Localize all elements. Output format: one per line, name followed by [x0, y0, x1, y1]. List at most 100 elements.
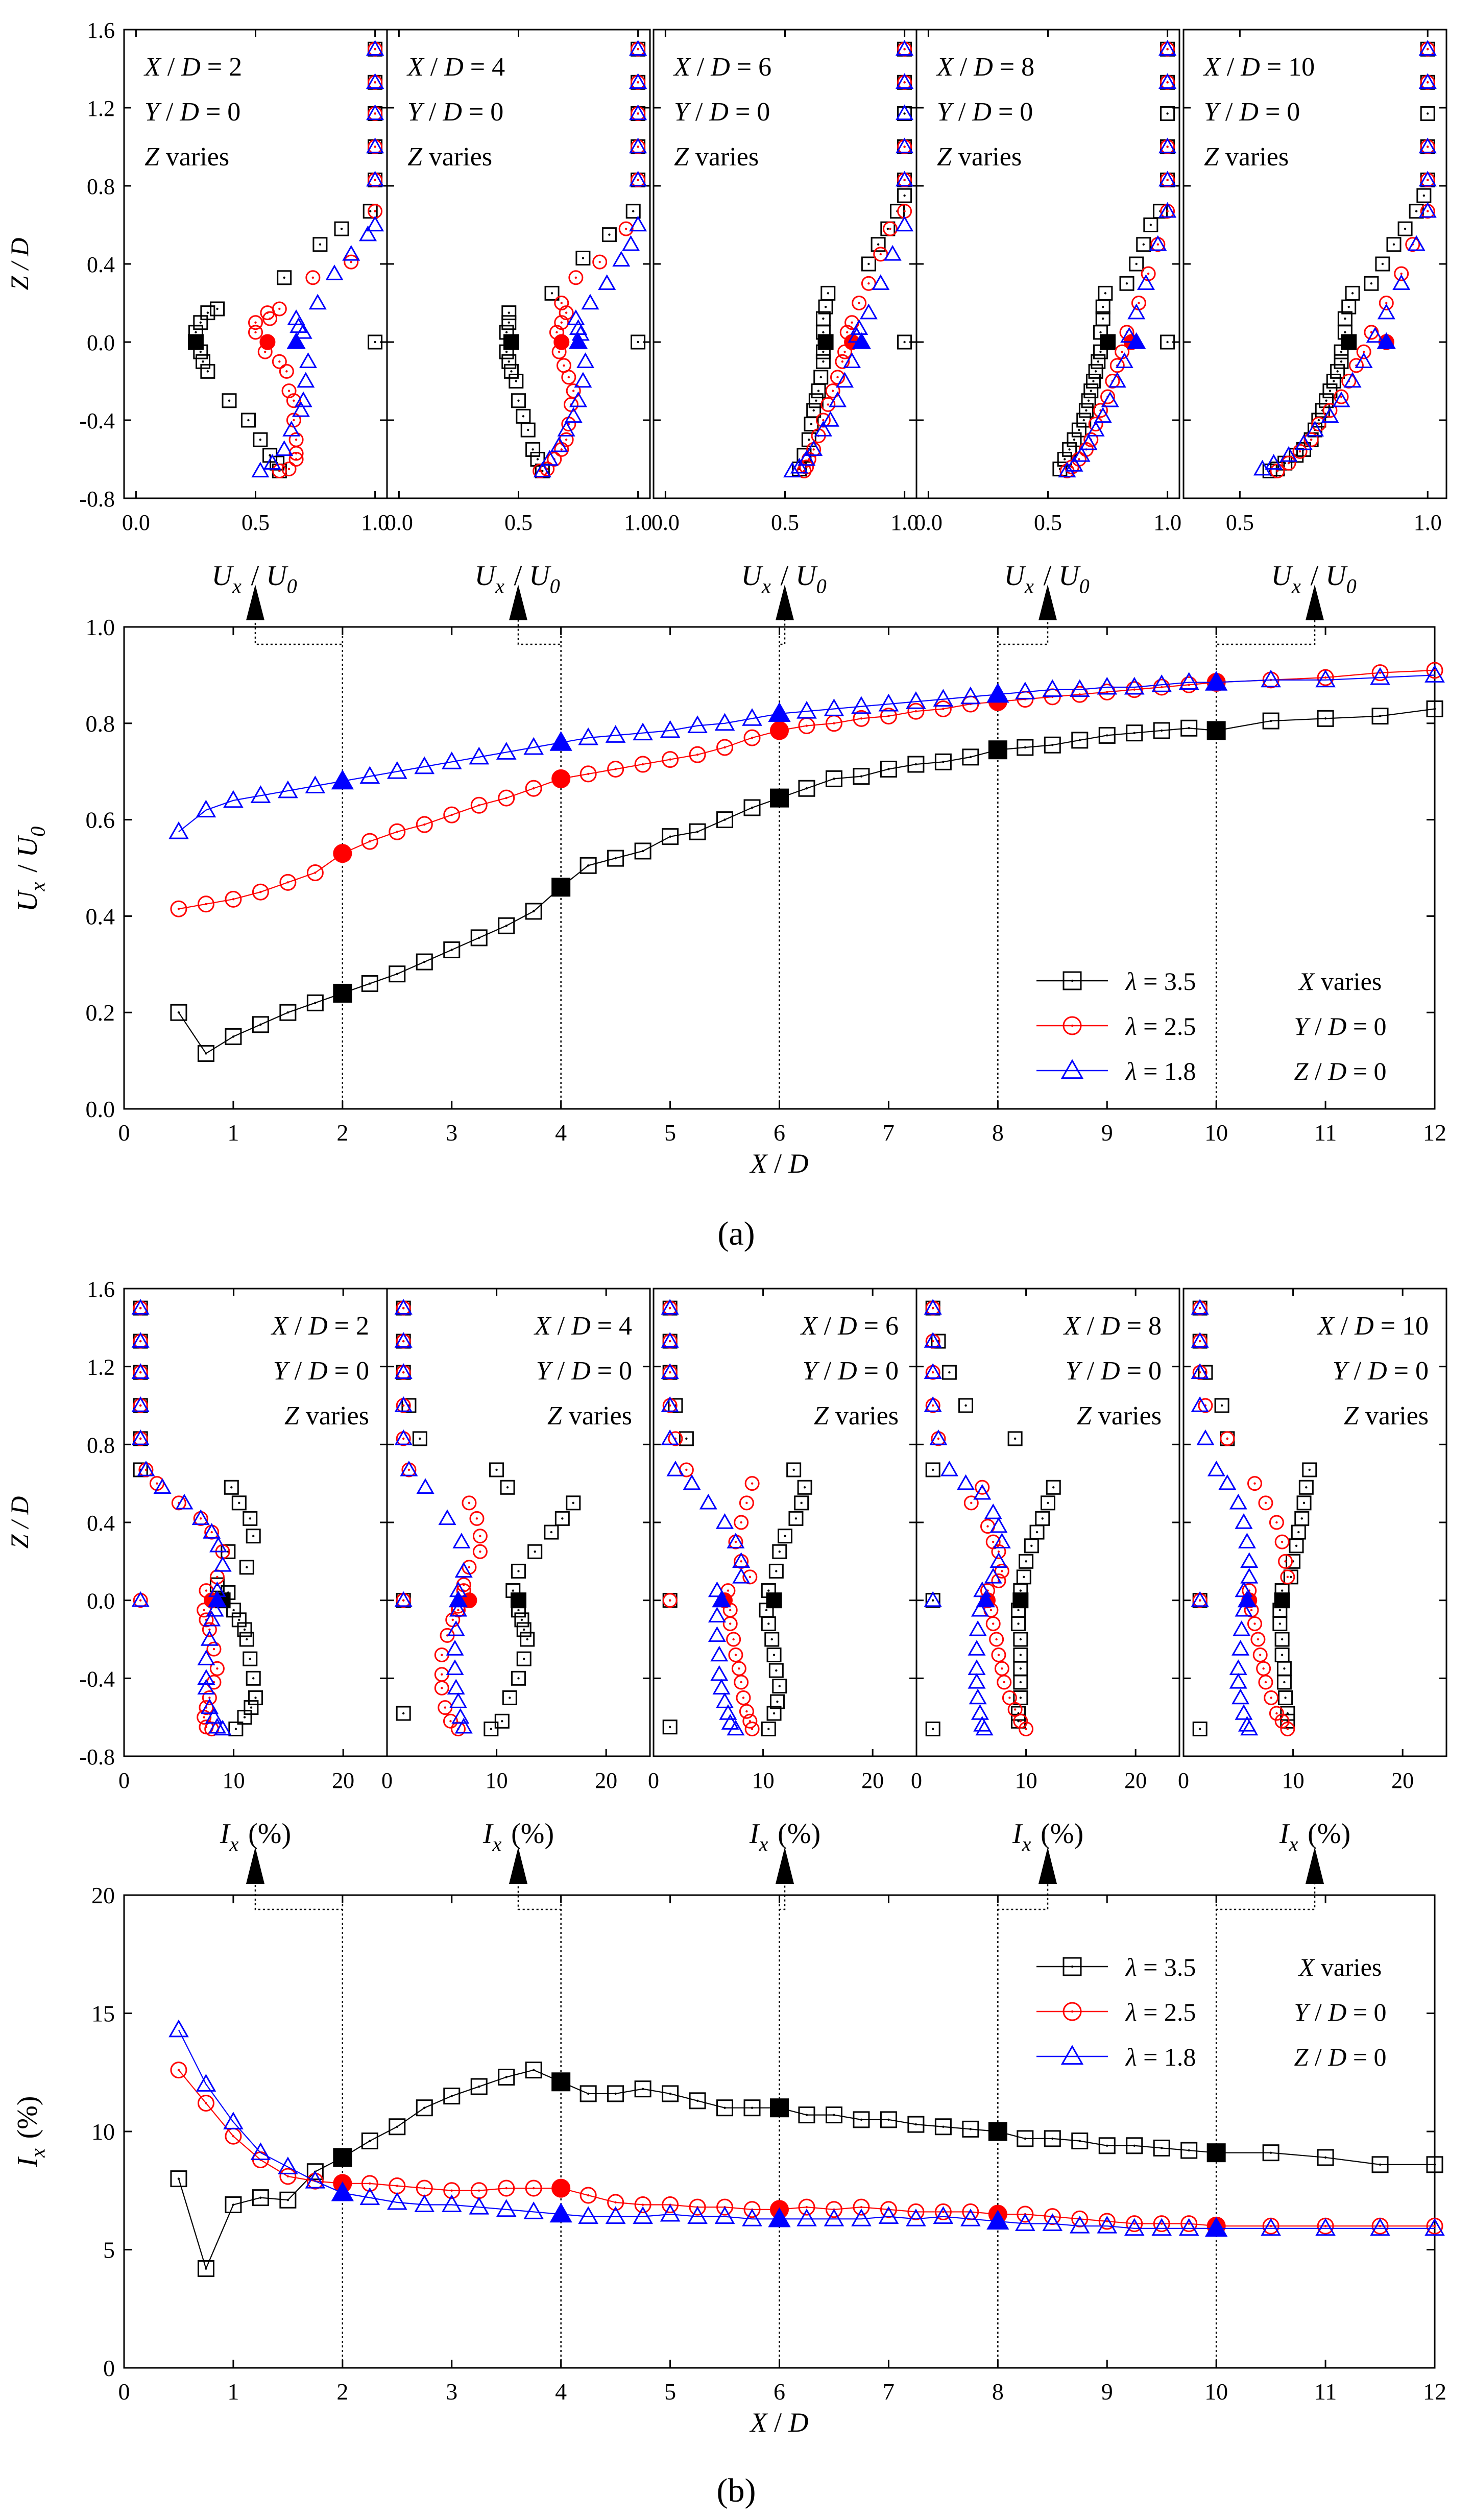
data-point [416, 2099, 433, 2117]
data-point [871, 237, 886, 252]
y-tick-label: 0.2 [86, 1000, 115, 1026]
data-point-dot [396, 2185, 398, 2187]
data-point [451, 1708, 470, 1724]
data-point [279, 2191, 297, 2209]
data-point-dot [732, 1638, 735, 1641]
data-point [1151, 2218, 1172, 2236]
data-point-dot [1188, 727, 1190, 730]
data-point-dot [1305, 1486, 1308, 1489]
data-point [798, 450, 816, 466]
data-point-dot [1433, 2163, 1436, 2166]
data-point [1231, 1640, 1250, 1656]
data-point [963, 1495, 979, 1511]
data-point-filled [187, 334, 204, 350]
data-point-dot [1092, 380, 1095, 382]
data-point-dot [931, 1599, 934, 1602]
panel-annotation: Z varies [814, 1401, 899, 1431]
data-point-dot [402, 1404, 405, 1407]
data-point-dot [374, 341, 376, 344]
data-point-dot [402, 1712, 405, 1715]
data-point-dot [886, 227, 889, 230]
data-point-dot [449, 1720, 452, 1723]
data-point [210, 301, 225, 317]
data-point-dot [1283, 1667, 1286, 1670]
x-tick-label: 1.0 [361, 510, 389, 535]
data-point-dot [997, 1550, 1000, 1553]
data-point [131, 1429, 150, 1445]
data-point [1371, 664, 1389, 682]
data-point-dot [740, 1560, 742, 1563]
data-point [226, 1603, 242, 1618]
data-point-dot [1336, 370, 1339, 373]
y-tick-label: 0.8 [87, 174, 115, 199]
data-point-dot [1198, 1340, 1201, 1343]
data-point [1097, 676, 1118, 695]
data-point [501, 315, 517, 330]
data-point-dot [827, 292, 829, 295]
data-point [1218, 1474, 1237, 1490]
data-point-dot [1400, 272, 1403, 275]
data-point-dot [685, 1437, 688, 1440]
data-point [689, 823, 706, 840]
data-point [1240, 1567, 1259, 1584]
data-point-filled [986, 2210, 1009, 2230]
data-point-dot [1269, 2151, 1272, 2154]
data-point-dot [851, 321, 853, 324]
data-point [559, 305, 574, 321]
data-point [929, 1429, 948, 1445]
data-point [836, 372, 854, 388]
data-point [629, 137, 647, 154]
y-tick-label: 20 [91, 1882, 115, 1908]
data-point-dot [822, 350, 825, 353]
data-point [631, 334, 646, 350]
legend-condition: Y / D = 0 [1294, 1012, 1386, 1040]
data-point [131, 1332, 150, 1348]
data-point [605, 725, 626, 743]
data-point [243, 1651, 258, 1666]
data-point-dot [745, 1501, 748, 1505]
data-point [989, 1552, 1008, 1568]
data-point-dot [815, 399, 817, 402]
data-point-dot [931, 1404, 934, 1407]
data-point [1013, 1675, 1028, 1690]
data-point-dot [860, 717, 863, 720]
data-point-filled [333, 2148, 352, 2167]
data-point [200, 1698, 219, 1714]
data-point [449, 1601, 468, 1617]
panel-annotation: Z varies [144, 142, 229, 172]
data-point-dot [836, 376, 839, 379]
data-point-dot [1433, 708, 1436, 710]
data-point-dot [287, 390, 291, 392]
data-point [248, 1690, 263, 1705]
data-point [1379, 296, 1394, 310]
data-point [1238, 1533, 1256, 1548]
data-point-dot [1019, 1589, 1022, 1592]
x-tick-label: 0 [648, 1768, 659, 1793]
data-point [1091, 354, 1106, 369]
connector-line [517, 620, 562, 645]
data-point-dot [914, 2123, 917, 2126]
data-point [742, 708, 762, 726]
data-point [279, 874, 297, 891]
data-point [601, 227, 617, 243]
data-point-filled [551, 769, 571, 788]
data-point-dot [1161, 686, 1163, 689]
data-point [239, 1560, 254, 1575]
x-tick-label: 8 [992, 2379, 1004, 2405]
data-point [209, 1661, 225, 1676]
data-point-dot [1085, 409, 1088, 412]
data-point-dot [1257, 1638, 1260, 1641]
data-point-dot [156, 1482, 158, 1485]
data-point-dot [942, 761, 945, 763]
data-point-dot [803, 1486, 806, 1489]
data-point [511, 1670, 526, 1686]
panel-annotation: Y / D = 0 [1066, 1356, 1162, 1386]
data-point [525, 442, 541, 457]
data-point [1330, 364, 1345, 379]
data-point [1093, 403, 1108, 418]
data-point [880, 760, 897, 778]
data-point [361, 975, 378, 992]
data-point [498, 917, 515, 934]
data-point-dot [942, 708, 945, 710]
data-point-dot [1325, 399, 1327, 402]
